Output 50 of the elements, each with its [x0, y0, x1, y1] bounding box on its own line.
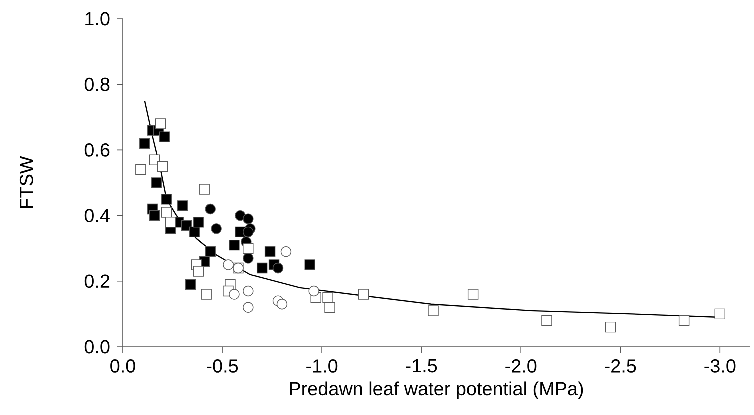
- y-tick-label: 0.2: [84, 274, 110, 288]
- point: [542, 315, 552, 326]
- point: [157, 161, 168, 172]
- point: [308, 286, 320, 297]
- point: [229, 240, 240, 251]
- point: [243, 226, 254, 238]
- point: [223, 260, 234, 270]
- point: [304, 260, 316, 270]
- point: [205, 204, 216, 215]
- point: [211, 224, 222, 234]
- x-tick-label: -2.5: [605, 360, 636, 373]
- point: [151, 178, 162, 188]
- y-tick-label: 0.0: [84, 340, 110, 354]
- point: [256, 262, 268, 274]
- x-tick-label: -1.0: [306, 360, 338, 373]
- point: [155, 118, 166, 130]
- point: [243, 253, 254, 264]
- y-tick-label: 1.0: [86, 12, 110, 26]
- point: [235, 210, 246, 222]
- point: [193, 217, 204, 228]
- x-tick-label: 0.0: [110, 360, 136, 373]
- x-tick-label: -1.5: [406, 360, 438, 373]
- point: [165, 217, 176, 228]
- point: [276, 299, 288, 310]
- point: [177, 200, 188, 212]
- point: [358, 289, 370, 300]
- point: [189, 226, 200, 238]
- point: [605, 322, 616, 333]
- x-tick-label: -0.5: [207, 360, 238, 373]
- y-tick-label: 0.6: [84, 143, 110, 157]
- point: [140, 138, 150, 149]
- point: [243, 214, 254, 224]
- point: [272, 262, 284, 274]
- point: [193, 266, 204, 277]
- point: [149, 210, 160, 222]
- point: [205, 246, 216, 258]
- y-axis-title: FTSW: [20, 156, 34, 208]
- point: [161, 194, 172, 205]
- point: [159, 132, 170, 142]
- x-tick-label: -2.0: [506, 360, 537, 373]
- x-tick-label: -3.0: [704, 360, 736, 373]
- point: [468, 289, 479, 300]
- y-tick-label: 0.4: [84, 209, 110, 223]
- point: [678, 315, 690, 326]
- point: [243, 243, 254, 254]
- point: [714, 308, 726, 320]
- x-axis-title: Predawn leaf water potential (MPa): [290, 382, 584, 400]
- y-tick-label: 0.8: [84, 78, 110, 92]
- point: [185, 279, 196, 290]
- point: [264, 246, 276, 258]
